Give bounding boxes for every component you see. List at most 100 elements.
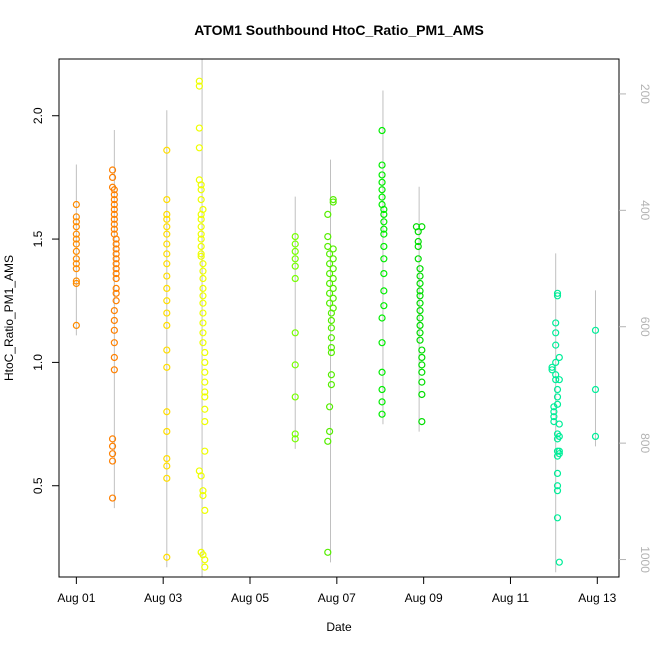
data-point — [291, 393, 299, 401]
data-point — [380, 242, 388, 251]
data-point — [72, 260, 80, 268]
data-point — [553, 482, 562, 490]
data-point — [380, 302, 388, 310]
data-point — [112, 289, 120, 297]
data-point — [414, 228, 422, 236]
data-point — [325, 260, 334, 268]
data-point — [72, 321, 80, 329]
data-point — [199, 339, 207, 347]
data-point — [553, 292, 562, 300]
data-point — [329, 274, 337, 283]
data-point — [197, 196, 205, 204]
data-point — [414, 237, 422, 246]
data-point — [327, 371, 336, 379]
data-point — [324, 548, 332, 556]
data-point — [197, 242, 205, 251]
y-tick-label: 2.0 — [31, 107, 45, 124]
data-point — [291, 435, 299, 443]
data-point — [418, 361, 426, 369]
data-point — [555, 420, 563, 428]
data-point — [329, 196, 337, 204]
data-points — [72, 77, 600, 571]
data-point — [327, 344, 336, 352]
data-point — [110, 215, 118, 223]
data-point — [72, 240, 80, 248]
data-point — [112, 265, 120, 273]
data-point — [199, 319, 207, 327]
data-point — [418, 223, 426, 231]
data-point — [550, 413, 558, 421]
data-point — [163, 346, 171, 354]
data-point — [378, 186, 386, 194]
y-axis-right: 200 400 600 800 1000 — [619, 84, 650, 573]
data-point — [201, 556, 209, 564]
data-point — [416, 299, 424, 307]
data-point — [329, 265, 337, 273]
data-point — [414, 255, 422, 263]
y-tick-label: 1.0 — [31, 354, 45, 371]
data-point — [553, 289, 562, 297]
data-point — [552, 376, 560, 384]
data-point — [553, 487, 562, 495]
data-point — [291, 329, 299, 337]
x-axis-label: Date — [326, 620, 352, 634]
data-point — [72, 223, 80, 231]
data-point — [416, 321, 424, 329]
data-point — [329, 294, 337, 302]
data-point — [163, 297, 171, 305]
data-point — [201, 563, 209, 571]
data-point — [163, 250, 171, 258]
data-point — [110, 186, 118, 194]
data-point — [72, 247, 80, 255]
data-point — [197, 230, 205, 238]
data-point — [329, 304, 337, 312]
data-point — [380, 218, 388, 226]
x-tick-label: Aug 01 — [57, 591, 95, 605]
x-tick-label: Aug 11 — [492, 591, 529, 605]
data-point — [197, 223, 205, 231]
data-point — [327, 334, 336, 342]
data-point — [378, 178, 386, 186]
data-point — [553, 393, 562, 401]
data-point — [591, 385, 600, 394]
data-point — [110, 210, 118, 218]
y-right-tick-label: 600 — [638, 317, 650, 337]
data-point — [163, 260, 171, 268]
data-point — [108, 173, 117, 181]
x-tick-label: Aug 05 — [231, 591, 269, 605]
data-point — [324, 233, 332, 241]
data-point — [110, 200, 118, 209]
data-point — [72, 200, 80, 209]
data-point — [380, 210, 388, 218]
data-point — [163, 215, 171, 223]
data-point — [72, 255, 80, 263]
data-point — [197, 181, 205, 189]
data-point — [591, 432, 600, 440]
data-point — [163, 146, 171, 154]
data-point — [552, 329, 560, 337]
data-point — [418, 418, 426, 426]
data-point — [201, 368, 209, 376]
data-point — [327, 381, 336, 389]
data-point — [199, 492, 207, 500]
data-point — [110, 316, 118, 325]
data-point — [163, 474, 171, 482]
data-point — [199, 267, 207, 275]
data-point — [163, 240, 171, 248]
data-point — [197, 186, 205, 194]
data-point — [418, 368, 426, 376]
data-point — [110, 307, 118, 315]
data-point — [380, 225, 388, 233]
data-point — [201, 358, 209, 366]
data-point — [416, 314, 424, 322]
data-point — [108, 435, 117, 443]
data-point — [110, 196, 118, 204]
data-point — [380, 205, 388, 214]
data-point — [201, 447, 209, 455]
data-point — [72, 279, 80, 288]
data-point — [416, 279, 424, 288]
data-point — [378, 161, 386, 169]
data-point — [108, 494, 117, 502]
data-point — [108, 166, 117, 174]
data-point — [195, 144, 203, 152]
